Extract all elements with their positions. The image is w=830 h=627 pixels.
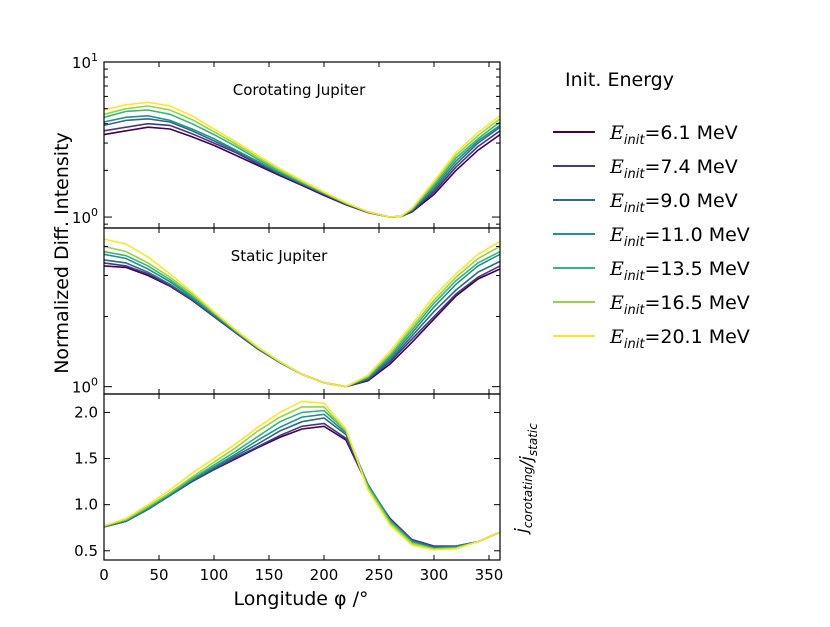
- series-line-2: [103, 122, 501, 218]
- svg-text:jcorotating/jstatic: jcorotating/jstatic: [512, 423, 540, 535]
- series-line-4: [103, 253, 501, 388]
- legend-entry: Einit=13.5 MeV: [609, 258, 750, 284]
- series-line-4: [103, 114, 501, 218]
- series-line-7: [103, 238, 501, 388]
- series-line-7: [103, 101, 501, 218]
- legend-entry: Einit=20.1 MeV: [609, 326, 750, 352]
- bottom-panel: 0.5 1.0 1.5 2.0: [74, 393, 501, 561]
- y-tick-label: 100: [72, 376, 98, 397]
- axes-frame: [103, 393, 501, 561]
- x-tick-label: 350: [475, 566, 504, 584]
- legend-entry: Einit=11.0 MeV: [609, 224, 750, 250]
- legend-title: Init. Energy: [565, 69, 674, 91]
- x-tick-label: 150: [255, 566, 284, 584]
- x-tick-labels: 0 50 100 150 200 250 300 350: [99, 566, 503, 584]
- y-tick-label: 0.5: [74, 542, 98, 560]
- y-tick-label: 2.0: [74, 403, 98, 421]
- top-panel: 100 101: [72, 51, 501, 229]
- legend: Einit=6.1 MeV Einit=7.4 MeV Einit=9.0 MeV E…: [553, 122, 750, 352]
- series-line-3: [103, 417, 501, 548]
- legend-entry: Einit=9.0 MeV: [609, 190, 738, 216]
- x-tick-label: 0: [99, 566, 109, 584]
- series-line-1: [103, 126, 501, 218]
- series-line-6: [103, 245, 501, 388]
- y-tick-label: 100: [72, 206, 98, 227]
- y-tick-label: 1.5: [74, 450, 98, 468]
- x-tick-label: 300: [420, 566, 449, 584]
- x-tick-label: 50: [149, 566, 168, 584]
- legend-entry: Einit=16.5 MeV: [609, 292, 750, 318]
- top-panel-title: Corotating Jupiter: [233, 81, 366, 99]
- ratio-axis-label: jcorotating/jstatic: [512, 423, 540, 535]
- series-line-5: [103, 109, 501, 218]
- middle-panel-title: Static Jupiter: [231, 247, 328, 265]
- y-tick-label: 1.0: [74, 496, 98, 514]
- x-tick-label: 200: [310, 566, 339, 584]
- series-line-3: [103, 259, 501, 388]
- series-line-7: [103, 400, 501, 551]
- series-line-4: [103, 413, 501, 549]
- series-line-3: [103, 117, 501, 218]
- series-line-6: [103, 105, 501, 218]
- y-axis-label: Normalized Diff. Intensity: [51, 132, 73, 374]
- y-tick-label: 101: [72, 51, 98, 72]
- legend-entry: Einit=7.4 MeV: [609, 156, 738, 182]
- series-line-1: [103, 265, 501, 388]
- ratio-label-part: j: [512, 528, 532, 535]
- x-tick-label: 100: [200, 566, 229, 584]
- series-line-5: [103, 409, 501, 550]
- middle-panel: 100: [72, 227, 501, 397]
- series-line-2: [103, 422, 501, 548]
- series-line-1: [103, 425, 501, 548]
- ratio-label-part: j: [517, 456, 537, 463]
- x-tick-label: 250: [365, 566, 394, 584]
- series-line-6: [103, 406, 501, 550]
- legend-entry: Einit=6.1 MeV: [609, 122, 738, 148]
- series-line-5: [103, 250, 501, 388]
- x-axis-label: Longitude φ /°: [233, 588, 368, 610]
